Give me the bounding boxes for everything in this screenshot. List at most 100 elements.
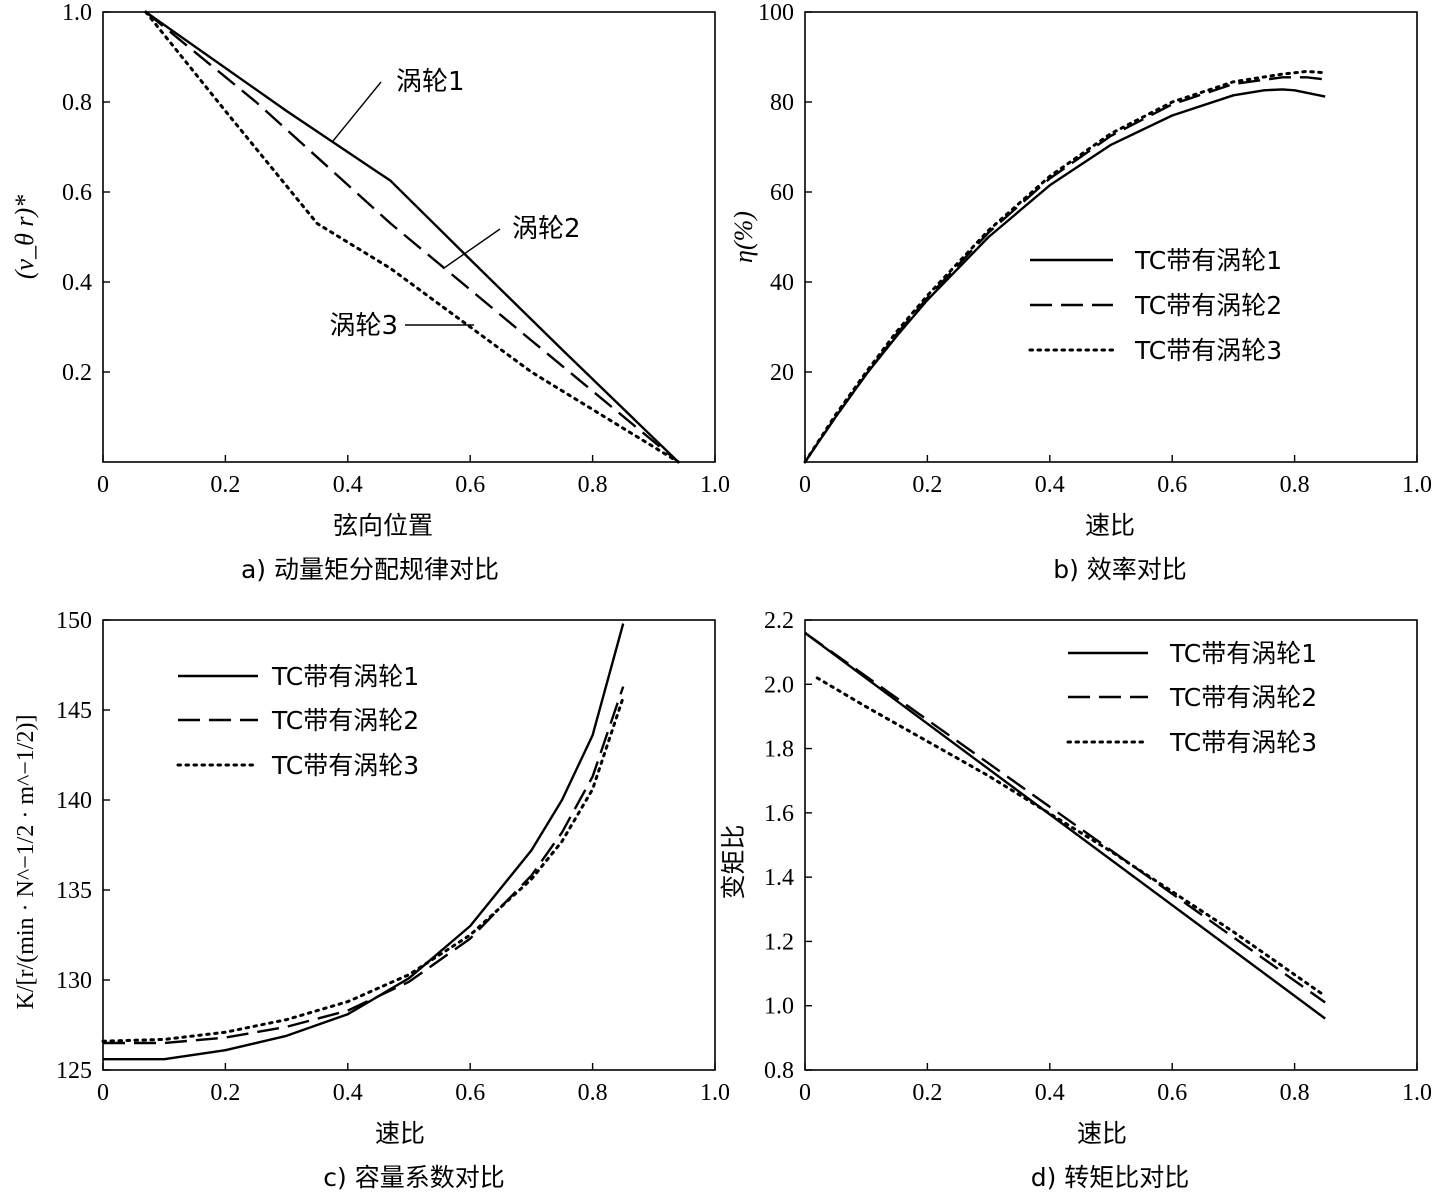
y-tick-label: 0.8 xyxy=(62,90,92,116)
axis-ticks: 0 0.2 0.4 0.6 0.8 1.0 20 40 60 80 100 xyxy=(758,0,1432,498)
legend-label-3: TC带有涡轮3 xyxy=(271,751,419,780)
series-group xyxy=(804,631,1327,1020)
series-line-3 xyxy=(815,676,1327,998)
x-tick-label: 1.0 xyxy=(700,472,730,498)
annotation-label-1: 涡轮1 xyxy=(396,67,465,97)
series-line-2 xyxy=(804,631,1326,1004)
y-tick-label: 2.2 xyxy=(764,608,794,634)
y-tick-label: 145 xyxy=(56,698,92,724)
y-tick-label: 0.6 xyxy=(62,180,92,206)
plot-frame xyxy=(804,619,1418,1071)
annotation-group: 涡轮1 涡轮2 涡轮3 xyxy=(329,67,580,341)
series-line-2 xyxy=(145,11,680,463)
x-tick-label: 0.2 xyxy=(912,1080,942,1106)
xlabel: 速比 xyxy=(1077,1119,1127,1148)
x-tick-label: 1.0 xyxy=(1402,472,1432,498)
caption: d) 转矩比对比 xyxy=(1031,1163,1190,1192)
x-tick-label: 0.8 xyxy=(578,1080,608,1106)
axis-ticks: 0 0.2 0.4 0.6 0.8 1.0 125 130 135 140 145 150 xyxy=(56,608,730,1106)
y-tick-label: 1.0 xyxy=(764,994,794,1020)
y-tick-label: 0.4 xyxy=(62,270,92,296)
series-group xyxy=(803,69,1327,464)
legend-label-1: TC带有涡轮1 xyxy=(271,662,419,691)
y-tick-label: 1.8 xyxy=(764,737,794,763)
x-tick-label: 0.2 xyxy=(210,1080,240,1106)
legend-label-1: TC带有涡轮1 xyxy=(1169,639,1317,668)
series-line-2 xyxy=(103,686,625,1045)
y-tick-label: 1.0 xyxy=(62,0,92,26)
y-tick-label: 40 xyxy=(770,270,794,296)
xlabel: 速比 xyxy=(375,1119,425,1148)
y-tick-label: 20 xyxy=(770,360,794,386)
y-tick-label: 1.4 xyxy=(764,865,794,891)
legend-label-2: TC带有涡轮2 xyxy=(1169,683,1317,712)
y-tick-label: 135 xyxy=(56,878,92,904)
y-tick-label: 1.6 xyxy=(764,801,794,827)
x-tick-label: 0.8 xyxy=(1280,472,1310,498)
x-tick-label: 0.8 xyxy=(1280,1080,1310,1106)
x-tick-label: 0.4 xyxy=(333,472,363,498)
caption: a) 动量矩分配规律对比 xyxy=(241,555,499,584)
series-line-1 xyxy=(804,88,1326,463)
axis-ticks: 0 0.2 0.4 0.6 0.8 1.0 0.2 0.4 0.6 0.8 1.0 xyxy=(62,0,730,498)
x-tick-label: 0.4 xyxy=(333,1080,363,1106)
legend: TC带有涡轮1 TC带有涡轮2 TC带有涡轮3 xyxy=(1028,246,1282,365)
legend-label-1: TC带有涡轮1 xyxy=(1134,246,1282,275)
ylabel: K/[r/(min · N^−1/2 · m^−1/2)] xyxy=(13,715,39,1010)
plot-frame xyxy=(102,619,716,1071)
ylabel: (v_θ r)* xyxy=(10,195,39,279)
x-tick-label: 0.6 xyxy=(455,472,485,498)
x-tick-label: 0.4 xyxy=(1035,472,1065,498)
ylabel: 变矩比 xyxy=(719,824,748,899)
y-tick-label: 150 xyxy=(56,608,92,634)
x-tick-label: 0 xyxy=(97,1080,109,1106)
y-tick-label: 80 xyxy=(770,90,794,116)
xlabel: 速比 xyxy=(1085,511,1135,540)
y-tick-label: 130 xyxy=(56,968,92,994)
x-tick-label: 0 xyxy=(97,472,109,498)
annotation-leader xyxy=(443,228,501,269)
series-group xyxy=(144,10,680,464)
legend-label-3: TC带有涡轮3 xyxy=(1134,336,1282,365)
series-line-3 xyxy=(803,69,1327,464)
plot-frame xyxy=(804,11,1418,463)
series-line-3 xyxy=(101,695,625,1043)
x-tick-label: 0.6 xyxy=(1157,1080,1187,1106)
caption: c) 容量系数对比 xyxy=(323,1163,504,1192)
y-tick-label: 0.8 xyxy=(764,1058,794,1084)
y-tick-label: 60 xyxy=(770,180,794,206)
x-tick-label: 1.0 xyxy=(1402,1080,1432,1106)
plot-frame xyxy=(102,11,716,463)
x-tick-label: 0.2 xyxy=(912,472,942,498)
ylabel: η(%) xyxy=(729,211,758,263)
axis-ticks: 0 0.2 0.4 0.6 0.8 1.0 0.8 1.0 1.2 1.4 1.6 1.8 2.0 2.2 xyxy=(764,608,1432,1106)
legend-label-3: TC带有涡轮3 xyxy=(1169,728,1317,757)
legend-label-2: TC带有涡轮2 xyxy=(271,706,419,735)
x-tick-label: 0.2 xyxy=(210,472,240,498)
y-tick-label: 0.2 xyxy=(62,360,92,386)
x-tick-label: 0.6 xyxy=(455,1080,485,1106)
x-tick-label: 0.4 xyxy=(1035,1080,1065,1106)
x-tick-label: 0 xyxy=(799,472,811,498)
annotation-label-3: 涡轮3 xyxy=(329,311,398,341)
legend: TC带有涡轮1 TC带有涡轮2 TC带有涡轮3 xyxy=(1066,639,1317,757)
x-tick-label: 0.6 xyxy=(1157,472,1187,498)
xlabel: 弦向位置 xyxy=(333,511,433,540)
caption: b) 效率对比 xyxy=(1053,555,1187,584)
legend: TC带有涡轮1 TC带有涡轮2 TC带有涡轮3 xyxy=(176,662,419,780)
x-tick-label: 1.0 xyxy=(700,1080,730,1106)
legend-label-2: TC带有涡轮2 xyxy=(1134,291,1282,320)
series-line-1 xyxy=(103,623,625,1061)
x-tick-label: 0 xyxy=(799,1080,811,1106)
panel-c-capacity-coefficient: 0 0.2 0.4 0.6 0.8 1.0 125 130 135 140 145 150 TC带有涡… xyxy=(13,608,730,1192)
series-line-1 xyxy=(145,11,680,463)
y-tick-label: 140 xyxy=(56,788,92,814)
panel-d-torque-ratio: 0 0.2 0.4 0.6 0.8 1.0 0.8 1.0 1.2 1.4 1.6 1.8 2.0 2.2… xyxy=(719,608,1432,1192)
y-tick-label: 100 xyxy=(758,0,794,26)
series-line-1 xyxy=(804,631,1326,1020)
panel-a-momentum-distribution: 0 0.2 0.4 0.6 0.8 1.0 0.2 0.4 0.6 0.8 1.0 涡轮1涡轮2涡轮… xyxy=(10,0,730,584)
x-tick-label: 0.8 xyxy=(578,472,608,498)
y-tick-label: 1.2 xyxy=(764,929,794,955)
